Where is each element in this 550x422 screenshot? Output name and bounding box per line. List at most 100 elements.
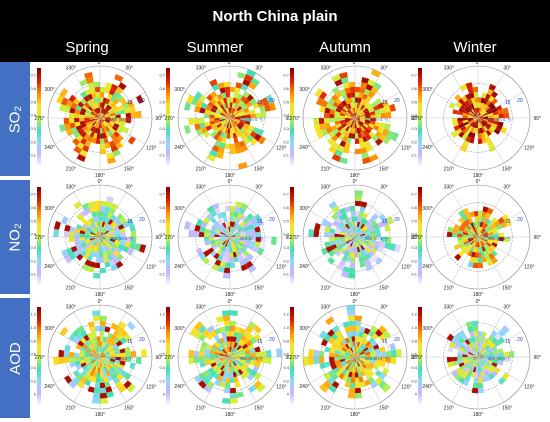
heatmap-cell-aod-summer xyxy=(228,351,230,357)
colorbar-segment-aod-winter xyxy=(418,397,422,400)
colorbar-segment-aod-spring xyxy=(37,344,41,348)
heatmap-cell-aod-spring xyxy=(94,325,100,332)
heatmap-cell-aod-spring xyxy=(79,353,85,357)
heatmap-cell-so2-winter xyxy=(478,118,479,124)
heatmap-cell-aod-spring xyxy=(124,346,131,353)
heatmap-cell-so2-summer xyxy=(223,109,228,114)
heatmap-cell-so2-summer xyxy=(246,134,254,142)
heatmap-cell-no2-summer xyxy=(204,232,210,237)
heatmap-cell-so2-spring xyxy=(75,105,82,111)
heatmap-cell-aod-autumn xyxy=(359,326,366,333)
colorbar-segment-so2-winter xyxy=(418,160,422,164)
heatmap-cell-aod-spring xyxy=(107,339,114,345)
heatmap-cell-so2-spring xyxy=(84,71,93,79)
heatmap-cell-no2-summer xyxy=(230,241,234,248)
colorbar-tick-aod-winter: 0.8 xyxy=(411,338,417,343)
heatmap-cell-aod-winter xyxy=(490,343,496,350)
angle-tick-label-aod-winter: 330° xyxy=(444,305,454,311)
heatmap-cell-aod-winter xyxy=(497,336,505,344)
heatmap-cell-no2-spring xyxy=(79,233,85,237)
heatmap-cell-so2-winter xyxy=(496,105,503,111)
heatmap-cell-so2-spring xyxy=(102,132,108,139)
heatmap-cell-so2-spring xyxy=(100,118,106,120)
heatmap-cell-aod-winter xyxy=(469,331,475,338)
heatmap-cell-no2-summer xyxy=(234,233,241,237)
colorbar-tick-no2-autumn: 0.7 xyxy=(283,192,289,197)
angle-tick-label-so2-summer: 30° xyxy=(255,66,263,72)
heatmap-cell-so2-autumn xyxy=(332,128,340,135)
colorbar-segment-no2-spring xyxy=(37,232,41,235)
colorbar-segment-no2-summer xyxy=(166,199,170,203)
colorbar-segment-no2-spring xyxy=(37,192,41,195)
heatmap-cell-so2-spring xyxy=(125,118,132,124)
heatmap-cell-aod-summer xyxy=(243,330,251,338)
heatmap-cell-no2-winter xyxy=(458,217,465,224)
heatmap-cell-so2-winter xyxy=(473,118,478,122)
heatmap-cell-aod-spring xyxy=(106,391,115,398)
heatmap-cell-so2-spring xyxy=(116,94,124,102)
heatmap-cell-aod-summer xyxy=(240,354,246,357)
heatmap-cell-so2-summer xyxy=(210,98,217,105)
heatmap-cell-no2-spring xyxy=(129,224,136,232)
angle-tick-label-aod-summer: 210° xyxy=(196,405,206,411)
heatmap-cell-so2-winter xyxy=(493,118,499,122)
heatmap-cell-aod-winter xyxy=(501,325,510,334)
heatmap-cell-so2-winter xyxy=(473,92,478,98)
colorbar-segment-so2-summer xyxy=(166,120,170,124)
heatmap-cell-aod-winter xyxy=(486,347,492,352)
heatmap-cell-so2-winter xyxy=(457,120,464,126)
polar-spoke-so2-autumn xyxy=(354,91,401,119)
angle-tick-label-aod-autumn: 90° xyxy=(410,355,418,361)
heatmap-cell-no2-winter xyxy=(482,206,489,213)
heatmap-cell-no2-winter xyxy=(491,256,499,264)
heatmap-cell-no2-spring xyxy=(75,244,82,250)
colorbar-segment-so2-summer xyxy=(166,133,170,136)
heatmap-cell-aod-autumn xyxy=(327,329,335,337)
heatmap-cell-aod-summer xyxy=(198,357,205,363)
heatmap-cell-aod-autumn xyxy=(355,353,360,357)
heatmap-cell-so2-winter xyxy=(478,118,484,120)
heatmap-cell-no2-winter xyxy=(498,232,504,237)
heatmap-cell-no2-spring xyxy=(129,242,136,250)
heatmap-cell-no2-spring xyxy=(105,237,111,239)
colorbar-segment-so2-summer xyxy=(166,103,170,106)
colorbar-segment-so2-spring xyxy=(37,103,41,106)
heatmap-cell-so2-winter xyxy=(478,123,480,129)
polar-spoke-no2-autumn xyxy=(354,191,382,238)
heatmap-cell-no2-winter xyxy=(474,232,478,237)
heatmap-cell-aod-winter xyxy=(457,359,464,365)
heatmap-cell-so2-summer xyxy=(234,119,240,124)
heatmap-cell-no2-summer xyxy=(230,233,235,237)
heatmap-cell-so2-spring xyxy=(84,115,90,118)
heatmap-cell-no2-summer xyxy=(235,250,241,257)
heatmap-cell-so2-summer xyxy=(224,127,229,134)
heatmap-cell-no2-autumn xyxy=(345,238,351,243)
heatmap-cell-aod-winter xyxy=(458,346,465,352)
heatmap-cell-so2-summer xyxy=(242,104,248,111)
heatmap-cell-aod-summer xyxy=(237,332,243,339)
heatmap-cell-no2-summer xyxy=(189,222,196,231)
heatmap-cell-no2-winter xyxy=(488,247,494,253)
colorbar-segment-no2-spring xyxy=(37,197,41,200)
colorbar-segment-aod-winter xyxy=(418,349,422,353)
heatmap-cell-no2-summer xyxy=(223,228,228,233)
heatmap-cell-so2-winter xyxy=(497,121,504,127)
colorbar-tick-aod-autumn: 0 xyxy=(287,392,290,397)
heatmap-cell-so2-spring xyxy=(92,121,97,126)
heatmap-cell-no2-autumn xyxy=(344,237,351,241)
heatmap-cell-aod-autumn xyxy=(353,362,355,368)
colorbar-segment-no2-winter xyxy=(418,257,422,260)
heatmap-cell-so2-winter xyxy=(482,120,487,125)
heatmap-cell-no2-summer xyxy=(225,237,230,241)
heatmap-cell-no2-autumn xyxy=(359,261,366,268)
heatmap-cell-aod-autumn xyxy=(355,315,363,322)
heatmap-cell-no2-autumn xyxy=(364,238,371,243)
heatmap-cell-aod-winter xyxy=(474,357,478,362)
heatmap-cell-no2-spring xyxy=(103,256,109,263)
heatmap-cell-so2-autumn xyxy=(374,97,382,105)
heatmap-cell-aod-autumn xyxy=(329,348,336,354)
heatmap-cell-no2-autumn xyxy=(345,231,351,236)
heatmap-cell-no2-winter xyxy=(466,225,472,231)
colorbar-segment-no2-autumn xyxy=(290,267,294,270)
heatmap-cell-aod-autumn xyxy=(335,370,342,377)
